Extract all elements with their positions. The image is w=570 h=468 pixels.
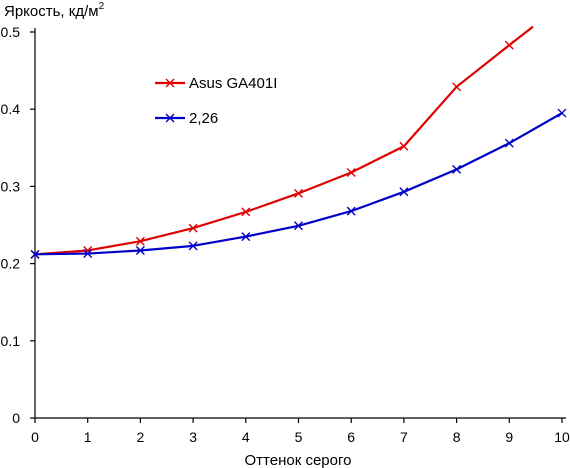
data-point-marker <box>241 207 251 217</box>
data-point-marker <box>346 168 356 177</box>
data-point-marker <box>504 138 514 148</box>
data-point-marker <box>294 188 303 198</box>
series-line <box>34 25 534 256</box>
x-tick-label: 1 <box>84 429 92 445</box>
data-point-marker <box>294 221 303 231</box>
x-tick-label: 3 <box>189 429 197 445</box>
x-tick-label: 6 <box>347 429 355 445</box>
data-point-marker <box>135 245 145 255</box>
legend-item: 2,26 <box>155 110 218 127</box>
x-tick-label: 9 <box>505 429 513 445</box>
x-tick-label: 7 <box>400 429 408 445</box>
data-point-marker <box>241 232 251 242</box>
x-tick-label: 4 <box>242 429 250 445</box>
legend-marker <box>165 113 175 123</box>
data-point-marker <box>504 40 514 50</box>
y-tick-label: 0.3 <box>1 178 21 194</box>
series-1 <box>30 25 534 259</box>
y-tick-label: 0 <box>12 410 20 426</box>
legend-label: Asus GA401I <box>189 75 277 92</box>
legend-label: 2,26 <box>189 110 218 127</box>
y-tick-label: 0.1 <box>1 333 21 349</box>
y-tick-label: 0.4 <box>1 101 21 117</box>
x-tick-label: 2 <box>137 429 145 445</box>
data-point-marker <box>188 223 198 233</box>
y-tick-label: 0.2 <box>1 256 21 272</box>
legend: Asus GA401I 2,26 <box>155 75 277 127</box>
data-point-marker <box>452 82 462 92</box>
x-axis-label: Оттенок серого <box>245 452 352 468</box>
data-point-marker <box>557 108 567 118</box>
data-point-marker <box>135 236 145 246</box>
series-line <box>34 112 563 256</box>
data-point-marker <box>346 206 356 216</box>
legend-marker <box>165 78 175 88</box>
y-tick-label: 0.5 <box>1 24 21 40</box>
data-point-marker <box>399 187 409 197</box>
x-tick-label: 0 <box>31 429 39 445</box>
data-point-marker <box>188 241 198 251</box>
series-layer <box>30 25 567 259</box>
data-point-marker <box>399 141 409 151</box>
x-tick-label: 5 <box>295 429 303 445</box>
data-point-marker <box>83 249 93 259</box>
axes: 0 0.1 0.2 0.3 0.4 0.5 0 1 2 3 4 5 6 7 8 9 10 <box>1 24 570 445</box>
series-2 <box>30 108 567 259</box>
y-axis-label: Яркость, кд/м2 <box>4 1 105 20</box>
data-point-marker <box>30 249 40 259</box>
data-point-marker <box>452 164 462 174</box>
x-tick-label: 8 <box>453 429 461 445</box>
x-tick-label: 10 <box>554 429 570 445</box>
legend-item: Asus GA401I <box>155 75 277 92</box>
